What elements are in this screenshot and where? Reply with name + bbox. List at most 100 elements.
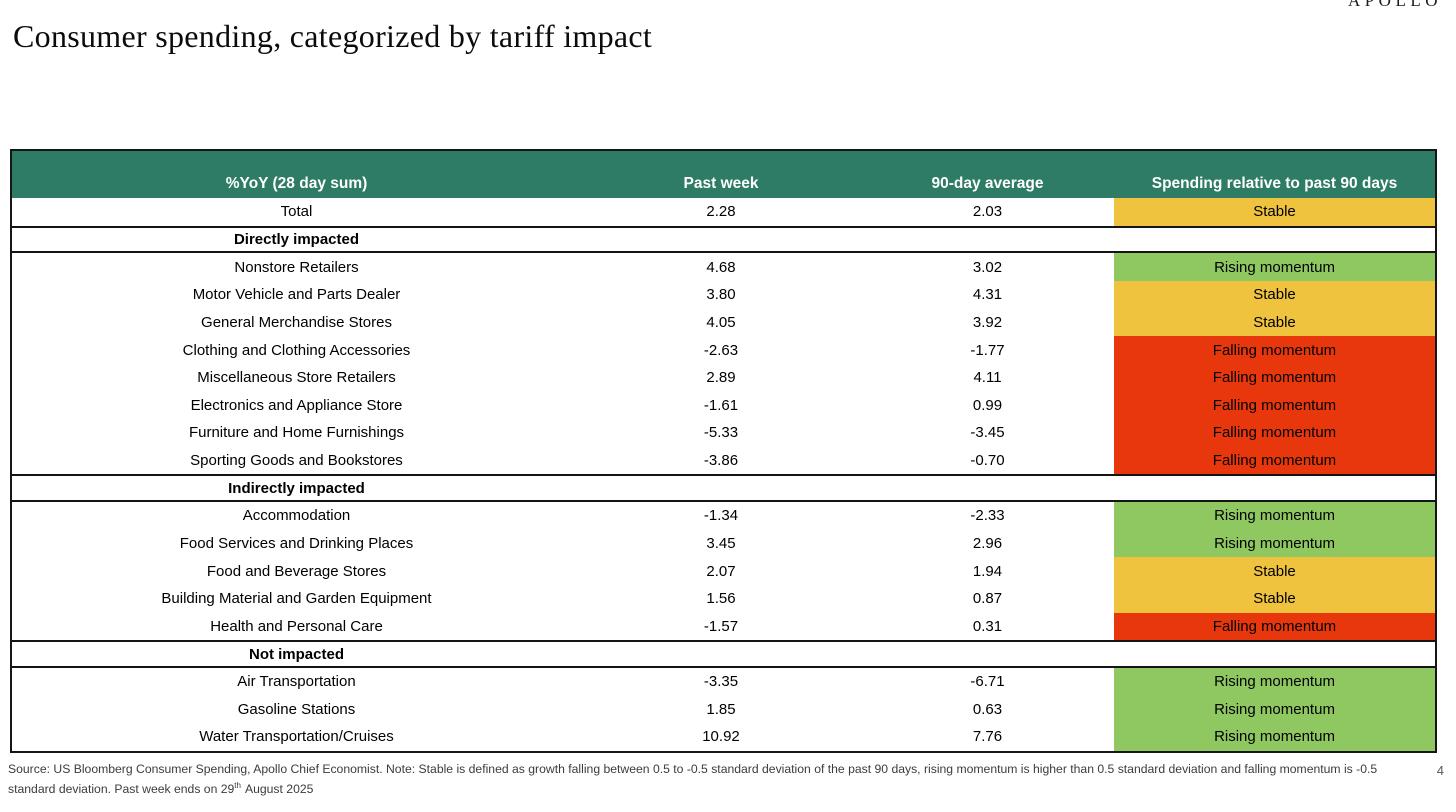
past-week-cell: 4.05	[706, 313, 736, 331]
category-cell: Nonstore Retailers	[234, 258, 359, 276]
avg-90-cell: 0.31	[972, 617, 1003, 635]
status-cell: Rising momentum	[1114, 253, 1435, 281]
avg-90-cell: -1.77	[970, 341, 1005, 359]
empty-cell	[1114, 476, 1435, 500]
avg-90-cell: 4.31	[972, 286, 1003, 304]
table-header-row: %YoY (28 day sum) Past week 90-day avera…	[12, 151, 1435, 198]
table-row: Food Services and Drinking Places 3.45 2.9…	[12, 529, 1435, 558]
table-row: Electronics and Appliance Store -1.61 0.99…	[12, 391, 1435, 420]
past-week-cell: 1.85	[706, 700, 736, 718]
avg-90-cell: 3.02	[972, 258, 1003, 276]
table-body: Total 2.28 2.03 Stable Directly impacted Nons…	[12, 198, 1435, 751]
past-week-cell: 1.56	[706, 590, 736, 608]
category-cell: Miscellaneous Store Retailers	[197, 369, 396, 387]
source-note: Source: US Bloomberg Consumer Spending, …	[8, 762, 1408, 797]
empty-cell	[1114, 228, 1435, 252]
avg-90-cell: 0.87	[972, 590, 1003, 608]
past-week-cell: 2.89	[706, 369, 736, 387]
empty-cell	[861, 642, 1114, 666]
avg-90-cell: 4.11	[973, 369, 1002, 387]
table-row: Air Transportation -3.35 -6.71 Rising momen…	[12, 667, 1435, 696]
status-cell: Rising momentum	[1114, 667, 1435, 696]
status-cell: Stable	[1114, 308, 1435, 337]
status-cell: Falling momentum	[1114, 391, 1435, 420]
column-header-category: %YoY (28 day sum)	[225, 175, 368, 192]
table-row: Miscellaneous Store Retailers 2.89 4.11 Fal…	[12, 363, 1435, 392]
column-header-90-day-average: 90-day average	[931, 175, 1044, 192]
category-cell: Clothing and Clothing Accessories	[182, 341, 411, 359]
avg-90-cell: -2.33	[970, 507, 1005, 525]
status-cell: Stable	[1114, 280, 1435, 309]
category-cell: Electronics and Appliance Store	[190, 396, 403, 414]
empty-cell	[1114, 642, 1435, 666]
section-label: Not impacted	[248, 645, 344, 663]
table-row: Water Transportation/Cruises 10.92 7.76 Ris…	[12, 723, 1435, 751]
past-week-cell: -5.33	[703, 424, 739, 442]
category-cell: Food Services and Drinking Places	[179, 535, 414, 552]
table-row: Furniture and Home Furnishings -5.33 -3.45…	[12, 419, 1435, 447]
empty-cell	[861, 476, 1114, 500]
past-week-cell: -3.35	[703, 673, 739, 691]
category-cell: Furniture and Home Furnishings	[188, 424, 405, 442]
category-cell: Water Transportation/Cruises	[199, 728, 394, 746]
empty-cell	[581, 642, 861, 666]
empty-cell	[581, 476, 861, 500]
category-cell: Building Material and Garden Equipment	[161, 590, 432, 608]
avg-90-cell: 7.76	[972, 728, 1003, 746]
past-week-cell: -3.86	[703, 452, 739, 470]
column-header-past-week: Past week	[683, 175, 759, 192]
page-number: 4	[1436, 763, 1444, 778]
status-cell: Falling momentum	[1114, 446, 1435, 475]
section-header-row: Indirectly impacted	[12, 474, 1435, 503]
past-week-cell: -1.34	[703, 507, 739, 525]
category-cell: Motor Vehicle and Parts Dealer	[192, 286, 401, 304]
avg-90-cell: 2.03	[972, 203, 1003, 221]
status-cell: Falling momentum	[1114, 363, 1435, 392]
table-row: Clothing and Clothing Accessories -2.63 -1…	[12, 336, 1435, 364]
past-week-cell: 2.28	[706, 203, 736, 221]
status-cell: Stable	[1114, 557, 1435, 585]
apollo-logo: APOLLO	[1347, 0, 1442, 10]
category-cell: Total	[280, 203, 313, 221]
past-week-cell: -2.63	[703, 341, 739, 359]
status-cell: Falling momentum	[1114, 336, 1435, 364]
table-row: Gasoline Stations 1.85 0.63 Rising momentum	[12, 695, 1435, 724]
source-note-line2: standard deviation. Past week ends on 29	[8, 781, 235, 796]
source-note-line1: Source: US Bloomberg Consumer Spending, …	[8, 762, 1378, 776]
avg-90-cell: -6.71	[970, 673, 1005, 691]
status-cell: Rising momentum	[1114, 529, 1435, 558]
status-cell: Falling momentum	[1114, 419, 1435, 447]
empty-cell	[581, 228, 861, 252]
table-row: Accommodation -1.34 -2.33 Rising momentum	[12, 502, 1435, 530]
past-week-cell: 2.07	[706, 562, 736, 580]
category-cell: Sporting Goods and Bookstores	[190, 452, 403, 470]
category-cell: Accommodation	[242, 507, 351, 525]
source-note-line2-end: August 2025	[244, 781, 314, 796]
past-week-cell: 3.45	[706, 535, 736, 552]
page-title: Consumer spending, categorized by tariff…	[13, 18, 653, 54]
past-week-cell: -1.57	[703, 617, 739, 635]
empty-cell	[861, 228, 1114, 252]
category-cell: Food and Beverage Stores	[206, 562, 387, 580]
past-week-cell: 4.68	[706, 258, 736, 276]
status-cell: Stable	[1114, 584, 1435, 613]
avg-90-cell: -0.70	[970, 452, 1005, 470]
status-cell: Rising momentum	[1114, 695, 1435, 724]
past-week-cell: -1.61	[703, 396, 739, 414]
avg-90-cell: 1.94	[972, 562, 1003, 580]
table-row: Food and Beverage Stores 2.07 1.94 Stable	[12, 557, 1435, 585]
table-row: Total 2.28 2.03 Stable	[12, 198, 1435, 226]
status-cell: Rising momentum	[1114, 502, 1435, 530]
section-label: Directly impacted	[233, 230, 360, 248]
avg-90-cell: 0.63	[972, 700, 1003, 718]
spending-table: %YoY (28 day sum) Past week 90-day avera…	[10, 149, 1437, 753]
table-row: General Merchandise Stores 4.05 3.92 Stable	[12, 308, 1435, 337]
avg-90-cell: -3.45	[970, 424, 1005, 442]
ordinal-suffix: th	[234, 780, 241, 790]
status-cell: Rising momentum	[1114, 723, 1435, 751]
column-header-spending-relative: Spending relative to past 90 days	[1151, 175, 1398, 192]
category-cell: General Merchandise Stores	[201, 313, 392, 331]
table-row: Nonstore Retailers 4.68 3.02 Rising momentu…	[12, 253, 1435, 281]
section-header-row: Directly impacted	[12, 225, 1435, 254]
